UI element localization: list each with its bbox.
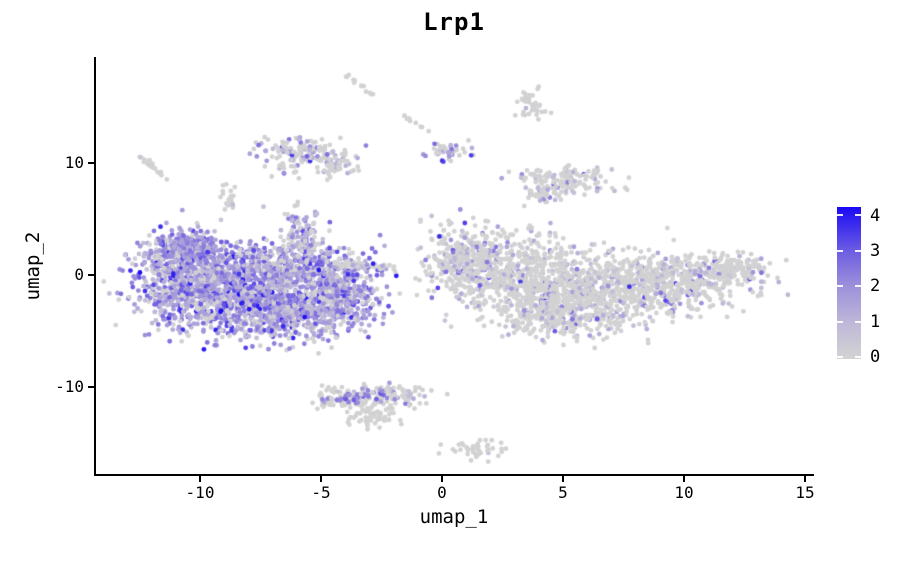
x-axis-line: [94, 474, 814, 476]
y-tick-label: 10: [64, 153, 84, 172]
y-tick-mark: [88, 162, 94, 164]
x-tick-mark: [683, 476, 685, 482]
x-tick-mark: [441, 476, 443, 482]
x-tick-label: -5: [311, 483, 331, 502]
x-tick-mark: [199, 476, 201, 482]
colorbar-tick: [837, 214, 843, 216]
colorbar-tick: [837, 321, 843, 323]
colorbar-tick: [837, 356, 843, 358]
colorbar-tick: [855, 321, 861, 323]
colorbar-label: 0: [870, 347, 881, 367]
x-tick-mark: [320, 476, 322, 482]
y-axis-line: [94, 57, 96, 476]
colorbar-tick: [855, 214, 861, 216]
x-tick-mark: [804, 476, 806, 482]
legend-colorbar: 4 3 2 1 0: [837, 206, 911, 367]
colorbar-label: 3: [870, 241, 881, 261]
x-axis-title: umap_1: [419, 506, 489, 528]
y-tick-label: 0: [74, 265, 84, 284]
colorbar-label: 2: [870, 276, 881, 296]
colorbar-tick: [855, 285, 861, 287]
x-tick-label: -10: [185, 483, 215, 502]
colorbar-tick: [855, 250, 861, 252]
colorbar-label: 4: [870, 206, 881, 226]
x-tick-mark: [562, 476, 564, 482]
x-tick-label: 15: [795, 483, 815, 502]
colorbar-label: 1: [870, 312, 881, 332]
plot-title: Lrp1: [423, 8, 485, 36]
colorbar-tick: [855, 356, 861, 358]
y-axis-title: umap_2: [22, 231, 44, 301]
x-tick-label: 0: [437, 483, 447, 502]
x-tick-label: 10: [674, 483, 694, 502]
y-tick-mark: [88, 386, 94, 388]
y-tick-label: -10: [55, 377, 84, 396]
y-tick-mark: [88, 274, 94, 276]
x-tick-label: 5: [558, 483, 568, 502]
colorbar-tick: [837, 285, 843, 287]
colorbar-tick: [837, 250, 843, 252]
colorbar-gradient: [837, 207, 861, 359]
